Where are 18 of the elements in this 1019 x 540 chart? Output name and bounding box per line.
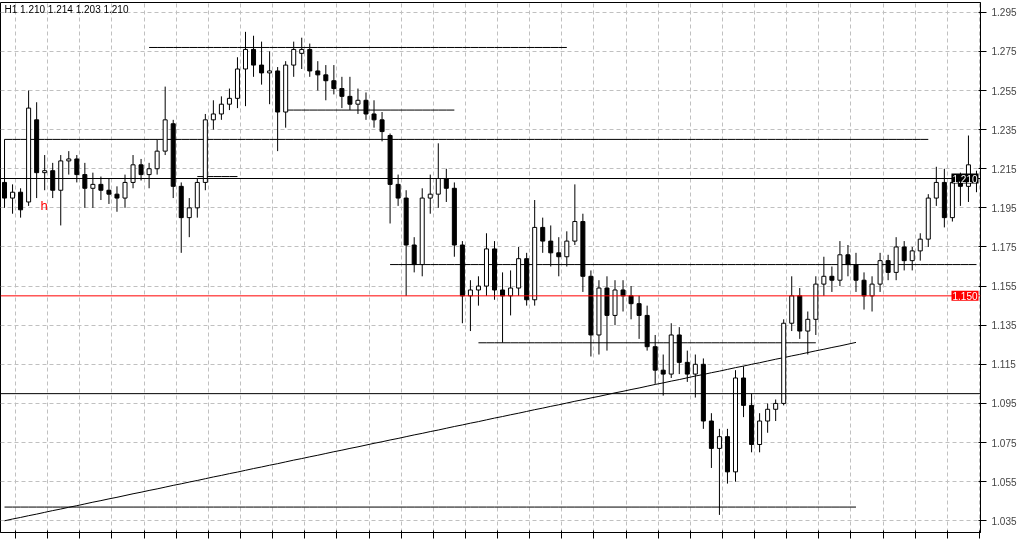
annotation: h	[40, 197, 48, 213]
y-tick-label: 1.055	[991, 476, 1017, 488]
y-tick-label: 1.175	[991, 241, 1017, 253]
y-tick-label: 1.155	[991, 281, 1017, 293]
y-tick-label: 1.255	[991, 85, 1017, 97]
chart-title: H1 1.210 1.214 1.203 1.210	[4, 3, 129, 15]
y-tick-label: 1.115	[991, 359, 1017, 371]
y-tick-label: 1.075	[991, 437, 1017, 449]
ref-line-label: 1.150	[952, 290, 978, 302]
y-tick-label: 1.295	[991, 7, 1017, 19]
y-tick-label: 1.235	[991, 124, 1017, 136]
ref-line-label: 1.210	[952, 173, 978, 185]
y-tick-label: 1.195	[991, 202, 1017, 214]
y-tick-label: 1.135	[991, 320, 1017, 332]
y-tick-label: 1.035	[991, 515, 1017, 527]
y-tick-label: 1.215	[991, 163, 1017, 175]
y-tick-label: 1.095	[991, 398, 1017, 410]
y-tick-label: 1.275	[991, 46, 1017, 58]
